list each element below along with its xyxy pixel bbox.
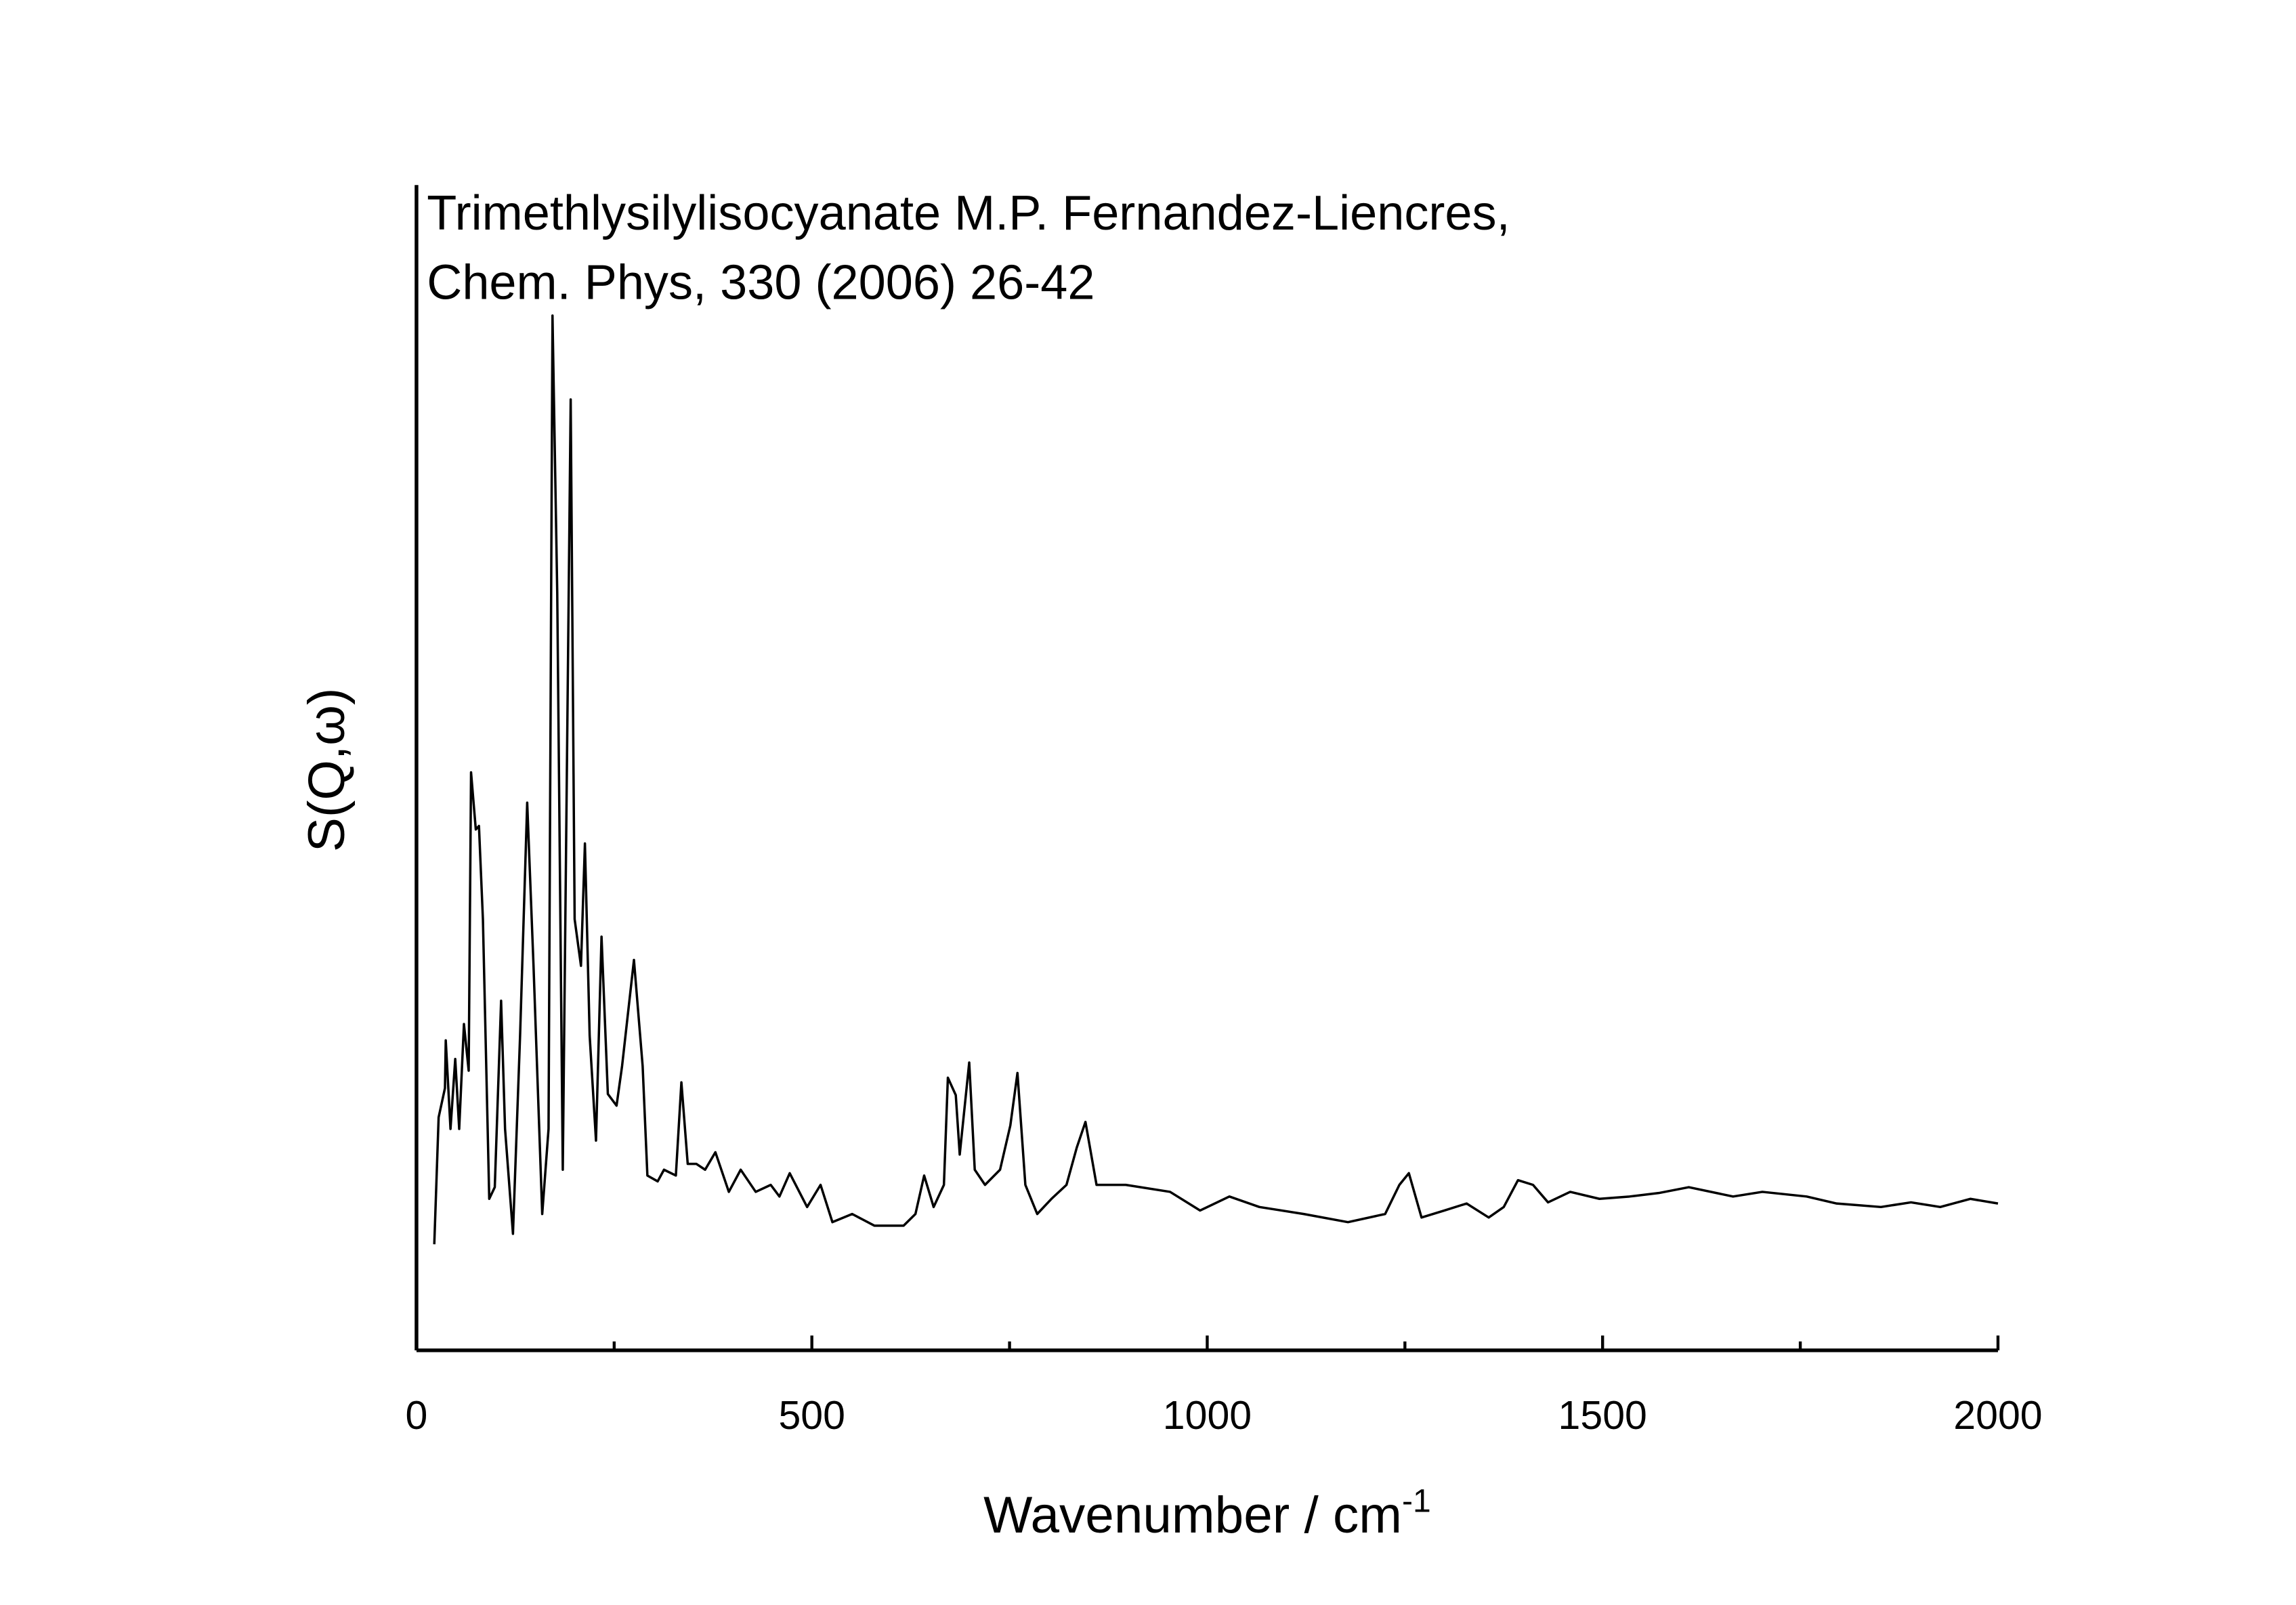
x-tick-label: 1000 <box>1163 1393 1252 1438</box>
x-tick-label: 2000 <box>1953 1393 2042 1438</box>
x-axis-label: Wavenumber / cm-1 <box>983 1482 1431 1544</box>
x-axis-label-text: Wavenumber / cm <box>983 1486 1402 1544</box>
x-tick-label: 1500 <box>1558 1393 1647 1438</box>
chart-title: Trimethlysilylisocyanate M.P. Fernandez-… <box>427 186 1510 240</box>
spectrum-line <box>433 314 1999 1245</box>
x-tick-label: 500 <box>778 1393 845 1438</box>
chart-title: Chem. Phys, 330 (2006) 26-42 <box>427 256 1094 310</box>
y-axis-label: S(Q,ω) <box>298 688 356 853</box>
x-axis-label-superscript: -1 <box>1402 1482 1431 1519</box>
x-tick-label: 0 <box>406 1393 428 1438</box>
